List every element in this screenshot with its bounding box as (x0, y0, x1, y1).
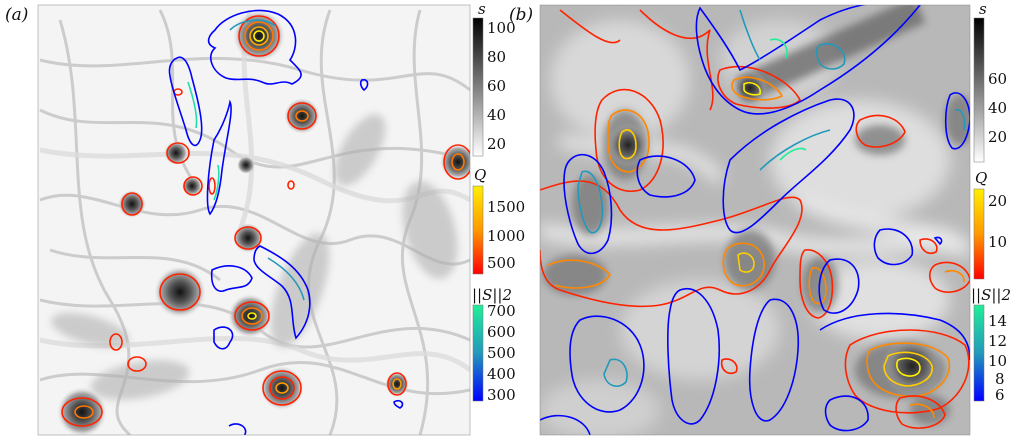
colorbar-a-q-title: Q (474, 166, 486, 184)
panel-a-q-contours (61, 15, 470, 427)
colorbar-a-strain-title: ||S||2 (472, 286, 512, 304)
panel-b-label: (b) (509, 5, 534, 25)
colorbar-a-strain-tick: 400 (487, 365, 516, 383)
colorbar-b-s-title: s (979, 0, 987, 18)
colorbar-b-s (973, 17, 985, 163)
colorbar-a-q-tick: 500 (487, 254, 516, 272)
panel-b-field (540, 5, 970, 435)
panel-b-colorbars: s 60 40 20 Q 20 10 ||S||2 14 12 10 8 6 (971, 0, 1011, 404)
colorbar-a-strain-tick: 600 (487, 323, 516, 341)
colorbar-a-strain-tick: 500 (487, 344, 516, 362)
colorbar-a-s-title: s (478, 0, 486, 18)
colorbar-b-strain (973, 304, 985, 402)
colorbar-b-q (973, 188, 985, 280)
colorbar-b-s-tick: 20 (988, 128, 1007, 146)
colorbar-b-s-tick: 40 (988, 99, 1007, 117)
colorbar-a-s (472, 17, 484, 157)
colorbar-b-strain-tick: 6 (995, 386, 1005, 404)
panel-b-strain-contours (540, 5, 970, 435)
colorbar-a-strain-tick: 700 (487, 302, 516, 320)
colorbar-b-strain-title: ||S||2 (971, 286, 1011, 304)
colorbar-b-q-tick: 10 (988, 233, 1007, 251)
panel-a-colorbars: s 100 80 60 40 20 Q 1500 1000 500 ||S||2… (472, 0, 525, 404)
panel-a-field (38, 5, 470, 435)
colorbar-b-strain-tick: 14 (988, 312, 1007, 330)
panel-a-label: (a) (5, 5, 29, 25)
colorbar-a-s-tick: 100 (487, 19, 516, 37)
colorbar-a-q (472, 185, 484, 275)
colorbar-a-strain-tick: 300 (487, 386, 516, 404)
colorbar-a-s-tick: 80 (487, 48, 506, 66)
colorbar-a-q-tick: 1500 (487, 198, 525, 216)
colorbar-b-s-tick: 60 (988, 70, 1007, 88)
panel-a-strain-contours (168, 9, 404, 435)
colorbar-a-s-tick: 20 (487, 135, 506, 153)
panel-b-q-contours (540, 9, 970, 429)
colorbar-a-strain (472, 304, 484, 402)
colorbar-b-q-tick: 20 (988, 192, 1007, 210)
colorbar-b-q-title: Q (975, 169, 987, 187)
colorbar-a-s-tick: 40 (487, 106, 506, 124)
colorbar-a-q-tick: 1000 (487, 227, 525, 245)
colorbar-b-strain-tick: 10 (988, 352, 1007, 370)
colorbar-a-s-tick: 60 (487, 77, 506, 95)
colorbar-b-strain-tick: 12 (988, 332, 1007, 350)
colorbar-b-strain-tick: 8 (995, 370, 1005, 388)
